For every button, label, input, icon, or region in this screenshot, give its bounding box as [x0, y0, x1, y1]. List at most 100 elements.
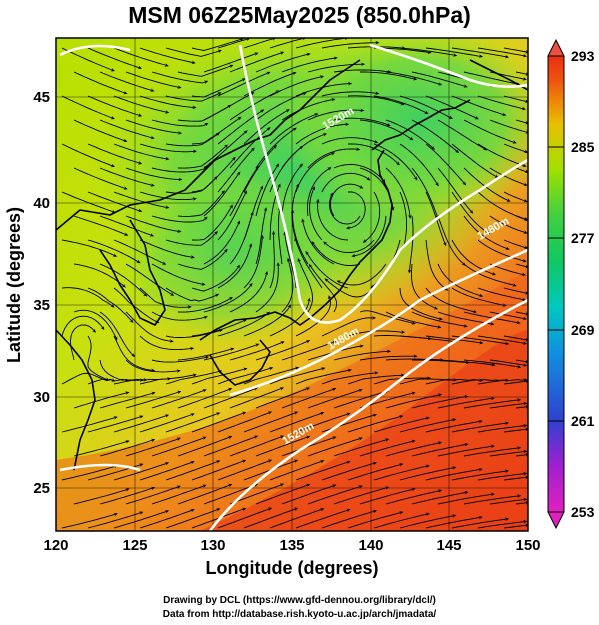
streamline — [411, 263, 438, 310]
streamline — [165, 92, 222, 102]
streamline — [203, 130, 248, 169]
streamline — [477, 287, 527, 302]
streamline — [321, 509, 378, 529]
streamline — [177, 296, 233, 313]
streamline — [229, 51, 285, 73]
streamline — [451, 421, 510, 433]
streamline — [177, 483, 233, 505]
streamline — [359, 167, 395, 211]
streamline — [477, 95, 526, 111]
streamline — [255, 52, 311, 73]
x-axis-title: Longitude (degrees) — [205, 558, 378, 578]
streamline — [61, 239, 118, 257]
streamline — [463, 311, 521, 325]
streamline — [61, 464, 118, 481]
streamline — [203, 282, 253, 313]
colorbar-label: 261 — [571, 413, 595, 429]
streamline — [347, 143, 400, 166]
streamline — [73, 440, 130, 457]
streamline — [113, 239, 167, 265]
streamline — [411, 490, 469, 505]
streamline — [463, 71, 521, 86]
streamline — [437, 263, 484, 298]
map-title: MSM 06Z25May2025 (850.0hPa) — [128, 2, 471, 28]
streamline — [61, 143, 116, 168]
streamline — [165, 287, 220, 302]
y-tick-labels: 25 30 35 40 45 — [33, 89, 50, 497]
streamline — [243, 411, 299, 433]
streamline — [425, 47, 484, 58]
streamline — [229, 165, 259, 217]
y-tick-label: 45 — [33, 89, 50, 106]
streamline — [333, 117, 391, 127]
streamline — [139, 239, 195, 259]
colorbar-label: 269 — [571, 322, 595, 338]
streamline — [61, 95, 115, 120]
streamline — [61, 191, 116, 214]
streamline — [229, 483, 285, 505]
streamline — [139, 143, 197, 154]
streamline — [191, 204, 233, 241]
streamline — [359, 310, 416, 325]
streamline — [139, 335, 195, 351]
streamline — [489, 449, 528, 457]
streamline — [139, 287, 192, 309]
streamline — [73, 309, 118, 341]
streamline — [203, 483, 259, 505]
streamline — [437, 492, 495, 505]
streamline — [217, 459, 273, 481]
streamline — [425, 467, 483, 481]
streamline — [61, 287, 115, 308]
streamline — [255, 262, 281, 313]
streamline — [425, 419, 483, 433]
streamline — [99, 119, 155, 140]
streamline — [297, 258, 313, 313]
streamline — [503, 427, 528, 433]
streamline — [255, 483, 311, 505]
streamline — [139, 191, 197, 201]
streamline — [373, 512, 430, 529]
streamline — [99, 486, 156, 505]
streamline — [87, 143, 143, 165]
streamline — [295, 38, 349, 49]
streamline — [515, 311, 528, 316]
x-tick-label: 150 — [515, 537, 540, 554]
streamline — [217, 507, 273, 529]
streamline — [333, 438, 390, 457]
streamline — [385, 71, 443, 86]
streamline — [243, 234, 264, 289]
streamline — [177, 190, 225, 217]
streamline — [515, 119, 528, 125]
streamline — [177, 388, 233, 409]
streamline — [477, 378, 528, 385]
streamline — [451, 378, 510, 385]
streamline — [451, 287, 507, 307]
streamline — [385, 441, 443, 457]
streamline — [87, 47, 143, 70]
streamline — [217, 311, 271, 337]
streamline — [295, 122, 350, 145]
streamline — [99, 438, 156, 457]
streamline — [437, 396, 495, 409]
streamline — [489, 119, 528, 134]
streamline — [477, 335, 528, 345]
streamline — [437, 311, 495, 326]
streamline — [463, 494, 522, 505]
streamline — [113, 143, 170, 161]
streamline — [503, 475, 528, 481]
streamline — [321, 316, 377, 337]
streamline — [151, 436, 207, 457]
streamline — [203, 387, 259, 409]
x-tick-label: 145 — [436, 537, 461, 554]
streamline — [437, 119, 488, 151]
streamline — [125, 359, 181, 373]
streamline — [277, 206, 283, 265]
streamline — [73, 119, 128, 143]
streamline — [515, 359, 528, 364]
streamline — [203, 343, 260, 361]
streamline — [359, 487, 416, 505]
streamline — [203, 435, 259, 457]
streamline — [503, 47, 528, 54]
streamline — [399, 95, 453, 120]
streamline — [217, 71, 271, 97]
